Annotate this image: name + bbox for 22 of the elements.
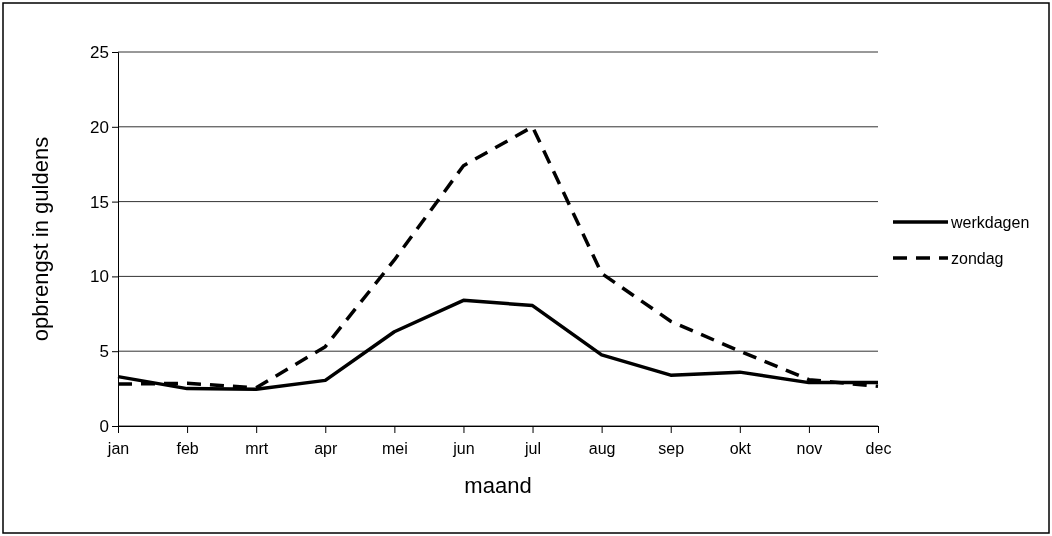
y-axis-title: opbrengst in guldens bbox=[28, 136, 53, 342]
x-tick-label: sep bbox=[658, 439, 685, 457]
x-tick-label: aug bbox=[588, 439, 616, 457]
y-tick-label: 15 bbox=[90, 192, 109, 212]
x-tick-label: jun bbox=[452, 439, 475, 457]
y-tick-label: 20 bbox=[90, 117, 109, 137]
x-tick-label: nov bbox=[796, 439, 823, 457]
y-tick-label: 5 bbox=[99, 342, 109, 362]
x-tick-label: apr bbox=[314, 439, 339, 457]
x-tick-label: jan bbox=[106, 439, 130, 457]
y-tick-label: 25 bbox=[90, 42, 109, 62]
x-tick-label: dec bbox=[865, 439, 892, 457]
x-tick-label: mrt bbox=[245, 439, 269, 457]
y-tick-label: 10 bbox=[90, 267, 109, 287]
x-tick-label: okt bbox=[729, 439, 752, 457]
x-tick-label: mei bbox=[381, 439, 408, 457]
legend-label: werkdagen bbox=[950, 214, 1030, 231]
y-tick-label: 0 bbox=[99, 416, 109, 436]
x-axis-title: maand bbox=[464, 473, 532, 498]
x-tick-label: feb bbox=[176, 439, 199, 457]
legend-label: zondag bbox=[951, 250, 1004, 267]
x-tick-label: jul bbox=[524, 439, 542, 457]
